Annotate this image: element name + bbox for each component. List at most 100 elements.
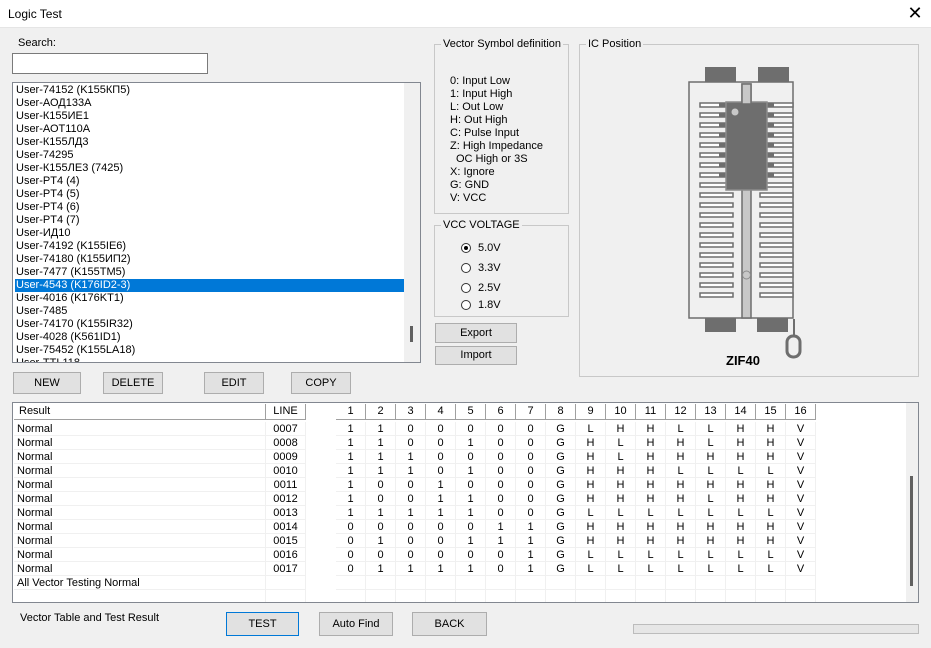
vcc-radio-3.3V[interactable] xyxy=(461,263,471,273)
chip-pin xyxy=(719,163,727,167)
list-item[interactable]: User-74170 (K155IR32) xyxy=(16,318,133,330)
auto-find-button[interactable]: Auto Find xyxy=(319,612,393,636)
scroll-thumb[interactable] xyxy=(910,476,913,586)
pin-cell: 0 xyxy=(426,548,456,562)
column-header[interactable]: 9 xyxy=(576,404,606,420)
search-input[interactable] xyxy=(12,53,208,74)
chip-pin xyxy=(719,143,727,147)
chip-list[interactable]: User-TTL118 User-75452 (K155LA18) User-402… xyxy=(12,82,421,363)
list-item[interactable]: User-74295 xyxy=(16,149,74,161)
column-header[interactable]: 4 xyxy=(426,404,456,420)
column-header[interactable]: 3 xyxy=(396,404,426,420)
list-item[interactable]: User-PT4 (4) xyxy=(16,175,80,187)
pin-cell: 0 xyxy=(366,478,396,492)
list-item[interactable]: User-АОТ110А xyxy=(16,123,91,135)
list-item[interactable]: User-7485 xyxy=(16,305,68,317)
pin-cell: H xyxy=(576,450,606,464)
back-button[interactable]: BACK xyxy=(412,612,487,636)
list-item[interactable]: User-АОД133А xyxy=(16,97,92,109)
list-item[interactable]: User-75452 (K155LA18) xyxy=(16,344,136,356)
export-button[interactable]: Export xyxy=(435,323,517,343)
symbol-definition: OC High or 3S xyxy=(456,153,528,165)
list-item[interactable]: User-74192 (K155IE6) xyxy=(16,240,127,252)
pin-cell: 1 xyxy=(456,464,486,478)
pin-cell: L xyxy=(606,450,636,464)
delete-button[interactable]: DELETE xyxy=(103,372,163,394)
vcc-radio-5.0V[interactable] xyxy=(461,243,471,253)
pin-cell: 0 xyxy=(516,422,546,436)
list-item[interactable]: User-ИД10 xyxy=(16,227,71,239)
list-item[interactable]: User-PT4 (7) xyxy=(16,214,80,226)
column-header[interactable]: 8 xyxy=(546,404,576,420)
pin-slot xyxy=(759,252,794,258)
vector-table[interactable]: All Vector Testing Normal V L L L L L L L G 1 0 1 1 1 1… xyxy=(12,402,919,603)
pin-cell: L xyxy=(726,562,756,576)
column-header[interactable]: 11 xyxy=(636,404,666,420)
pin-cell: H xyxy=(726,422,756,436)
pin-slot xyxy=(759,212,794,218)
list-item[interactable]: User-74180 (К155ИП2) xyxy=(16,253,131,265)
column-header[interactable]: 10 xyxy=(606,404,636,420)
vcc-radio-1.8V[interactable] xyxy=(461,300,471,310)
column-header[interactable]: 12 xyxy=(666,404,696,420)
pin-cell: 1 xyxy=(516,520,546,534)
list-item[interactable]: User-PT4 (5) xyxy=(16,188,80,200)
column-header[interactable]: 1 xyxy=(336,404,366,420)
edit-button[interactable]: EDIT xyxy=(204,372,264,394)
chip-pin xyxy=(766,143,774,147)
result-cell: Normal xyxy=(14,548,266,562)
column-header[interactable]: 16 xyxy=(786,404,816,420)
pin-cell: L xyxy=(576,422,606,436)
column-header[interactable]: 2 xyxy=(366,404,396,420)
pin-cell: L xyxy=(696,464,726,478)
close-icon[interactable]: ✕ xyxy=(907,3,923,23)
symbol-definition: V: VCC xyxy=(450,192,487,204)
socket-tab xyxy=(705,67,736,82)
pin-cell: 0 xyxy=(516,464,546,478)
list-item[interactable]: User-PT4 (6) xyxy=(16,201,80,213)
column-header[interactable]: 5 xyxy=(456,404,486,420)
list-item[interactable]: User-4016 (K176KT1) xyxy=(16,292,124,304)
copy-button[interactable]: COPY xyxy=(291,372,351,394)
pin-cell: L xyxy=(576,562,606,576)
column-header[interactable]: 7 xyxy=(516,404,546,420)
column-header[interactable]: 6 xyxy=(486,404,516,420)
pin-cell: 1 xyxy=(336,506,366,520)
column-header[interactable]: 15 xyxy=(756,404,786,420)
list-scrollbar[interactable] xyxy=(404,83,420,362)
symbol-definition: C: Pulse Input xyxy=(450,127,520,139)
table-scrollbar[interactable] xyxy=(906,403,918,602)
new-button[interactable]: NEW xyxy=(13,372,81,394)
column-header[interactable]: 13 xyxy=(696,404,726,420)
line-cell: 0017 xyxy=(266,562,306,576)
pin-cell: 0 xyxy=(486,450,516,464)
pin-cell: 1 xyxy=(366,450,396,464)
line-cell: 0007 xyxy=(266,422,306,436)
pin-cell: 0 xyxy=(516,478,546,492)
scroll-thumb[interactable] xyxy=(410,326,413,342)
symbol-definition: Z: High Impedance xyxy=(450,140,543,152)
list-item[interactable]: User-4028 (K561ID1) xyxy=(16,331,121,343)
pin-cell: H xyxy=(666,436,696,450)
column-header[interactable]: Result xyxy=(14,404,266,420)
pin-cell: 0 xyxy=(456,450,486,464)
column-header[interactable]: 14 xyxy=(726,404,756,420)
empty-cell xyxy=(396,576,426,590)
column-header[interactable]: LINE xyxy=(266,404,306,420)
list-item[interactable]: User-К155ИЕ1 xyxy=(16,110,90,122)
pin-slot xyxy=(759,192,794,198)
list-item[interactable]: User-4543 (K176ID2-3) xyxy=(15,279,404,292)
list-item[interactable]: User-7477 (K155TM5) xyxy=(16,266,126,278)
test-button[interactable]: TEST xyxy=(226,612,299,636)
list-item[interactable]: User-К155ЛЕ3 (7425) xyxy=(16,162,124,174)
import-button[interactable]: Import xyxy=(435,346,517,365)
result-cell: Normal xyxy=(14,534,266,548)
list-item[interactable]: User-TTL118 xyxy=(16,357,80,363)
line-cell: 0009 xyxy=(266,450,306,464)
list-item[interactable]: User-74152 (K155КП5) xyxy=(16,84,130,96)
pin-cell: 0 xyxy=(486,506,516,520)
empty-cell xyxy=(696,590,726,602)
list-item[interactable]: User-К155ЛД3 xyxy=(16,136,89,148)
vcc-radio-2.5V[interactable] xyxy=(461,283,471,293)
pin-slot xyxy=(699,202,734,208)
